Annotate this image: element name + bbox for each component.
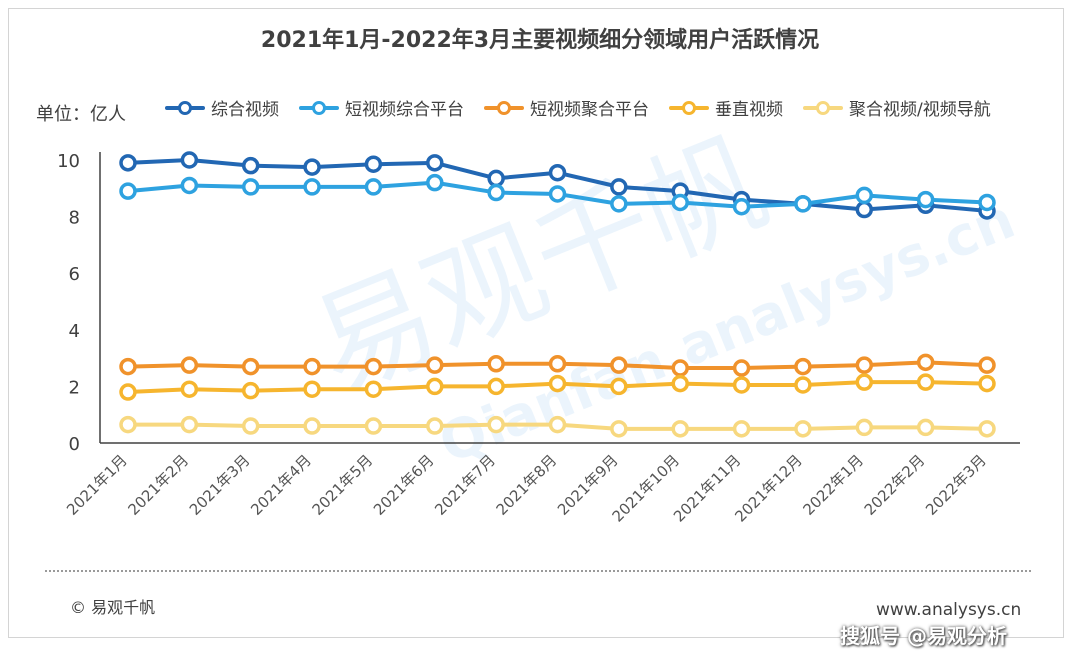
data-point — [857, 420, 871, 434]
x-tick-label: 2022年2月 — [861, 451, 929, 519]
data-point — [428, 358, 442, 372]
data-point — [919, 375, 933, 389]
data-point — [551, 166, 565, 180]
data-point — [182, 178, 196, 192]
data-point — [489, 418, 503, 432]
data-point — [673, 361, 687, 375]
data-point — [551, 377, 565, 391]
data-point — [305, 382, 319, 396]
data-point — [244, 419, 258, 433]
data-point — [366, 382, 380, 396]
x-tick-label: 2021年2月 — [125, 451, 193, 519]
data-point — [366, 180, 380, 194]
data-point — [244, 180, 258, 194]
x-tick-label: 2022年3月 — [922, 451, 990, 519]
data-point — [244, 159, 258, 173]
data-point — [428, 419, 442, 433]
data-point — [673, 422, 687, 436]
x-tick-label: 2021年3月 — [186, 451, 254, 519]
y-tick-label: 2 — [69, 377, 80, 398]
data-point — [489, 186, 503, 200]
data-point — [121, 184, 135, 198]
data-point — [551, 357, 565, 371]
data-point — [980, 422, 994, 436]
x-tick-label: 2021年1月 — [63, 451, 131, 519]
data-point — [980, 377, 994, 391]
data-point — [612, 358, 626, 372]
y-tick-label: 8 — [69, 208, 80, 229]
data-point — [489, 171, 503, 185]
data-point — [489, 379, 503, 393]
site-url: www.analysys.cn — [876, 600, 1021, 620]
y-tick-label: 4 — [69, 321, 80, 342]
data-point — [121, 156, 135, 170]
data-point — [919, 355, 933, 369]
data-point — [735, 361, 749, 375]
data-point — [244, 360, 258, 374]
data-point — [366, 419, 380, 433]
data-point — [305, 419, 319, 433]
data-point — [796, 197, 810, 211]
x-tick-label: 2021年8月 — [493, 451, 561, 519]
data-point — [305, 180, 319, 194]
data-point — [735, 422, 749, 436]
corner-watermark: 搜狐号 @易观分析 — [840, 620, 1007, 649]
x-tick-label: 2021年4月 — [247, 451, 315, 519]
data-point — [305, 160, 319, 174]
data-point — [735, 200, 749, 214]
data-point — [919, 420, 933, 434]
data-point — [857, 375, 871, 389]
data-point — [244, 384, 258, 398]
x-tick-label: 2021年5月 — [309, 451, 377, 519]
data-point — [673, 377, 687, 391]
data-point — [919, 193, 933, 207]
copyright-text: © 易观千帆 — [70, 594, 155, 618]
data-point — [121, 418, 135, 432]
data-point — [121, 385, 135, 399]
data-point — [612, 197, 626, 211]
data-point — [182, 358, 196, 372]
footer-divider — [45, 570, 1031, 572]
data-point — [980, 195, 994, 209]
data-point — [796, 378, 810, 392]
data-point — [305, 360, 319, 374]
data-point — [857, 358, 871, 372]
data-point — [735, 378, 749, 392]
data-point — [428, 379, 442, 393]
data-point — [551, 418, 565, 432]
data-point — [428, 176, 442, 190]
y-tick-label: 0 — [69, 434, 80, 455]
data-point — [980, 358, 994, 372]
x-tick-label: 2022年1月 — [799, 451, 867, 519]
data-point — [673, 195, 687, 209]
y-tick-label: 10 — [57, 151, 80, 172]
data-point — [489, 357, 503, 371]
data-point — [182, 153, 196, 167]
data-point — [366, 157, 380, 171]
data-point — [612, 180, 626, 194]
data-point — [366, 360, 380, 374]
data-point — [796, 422, 810, 436]
x-tick-label: 2021年6月 — [370, 451, 438, 519]
y-tick-label: 6 — [69, 264, 80, 285]
data-point — [428, 156, 442, 170]
data-point — [857, 203, 871, 217]
data-point — [857, 188, 871, 202]
data-point — [612, 422, 626, 436]
x-tick-label: 2021年7月 — [431, 451, 499, 519]
data-point — [612, 379, 626, 393]
data-point — [182, 382, 196, 396]
data-point — [182, 418, 196, 432]
data-point — [121, 360, 135, 374]
data-point — [796, 360, 810, 374]
data-point — [551, 187, 565, 201]
